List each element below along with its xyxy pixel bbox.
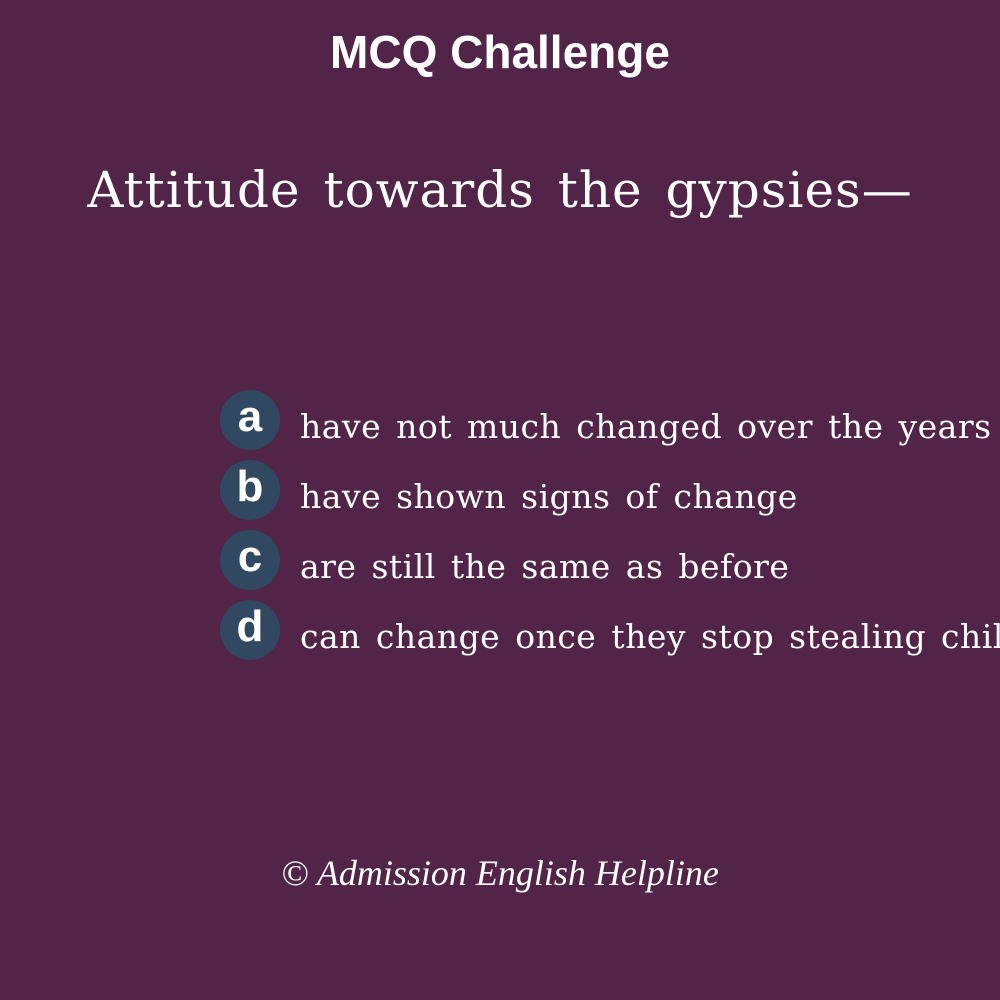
option-a[interactable]: a have not much changed over the years bbox=[220, 390, 1000, 452]
options-list: a have not much changed over the years b… bbox=[220, 390, 1000, 670]
option-c[interactable]: c are still the same as before bbox=[220, 530, 1000, 592]
option-b-badge[interactable]: b bbox=[220, 460, 280, 520]
option-d[interactable]: d can change once they stop stealing chi… bbox=[220, 600, 1000, 662]
copyright-footer: © Admission English Helpline bbox=[281, 853, 719, 893]
option-b[interactable]: b have shown signs of change bbox=[220, 460, 1000, 522]
option-d-badge[interactable]: d bbox=[220, 600, 280, 660]
option-b-text[interactable]: have shown signs of change bbox=[300, 477, 798, 516]
question-text: Attitude towards the gypsies— bbox=[87, 161, 913, 219]
option-c-badge[interactable]: c bbox=[220, 530, 280, 590]
option-d-text[interactable]: can change once they stop stealing child bbox=[300, 617, 1000, 656]
option-a-badge[interactable]: a bbox=[220, 390, 280, 450]
page-title: MCQ Challenge bbox=[330, 26, 670, 78]
option-c-text[interactable]: are still the same as before bbox=[300, 547, 790, 586]
option-a-text[interactable]: have not much changed over the years bbox=[300, 407, 992, 446]
